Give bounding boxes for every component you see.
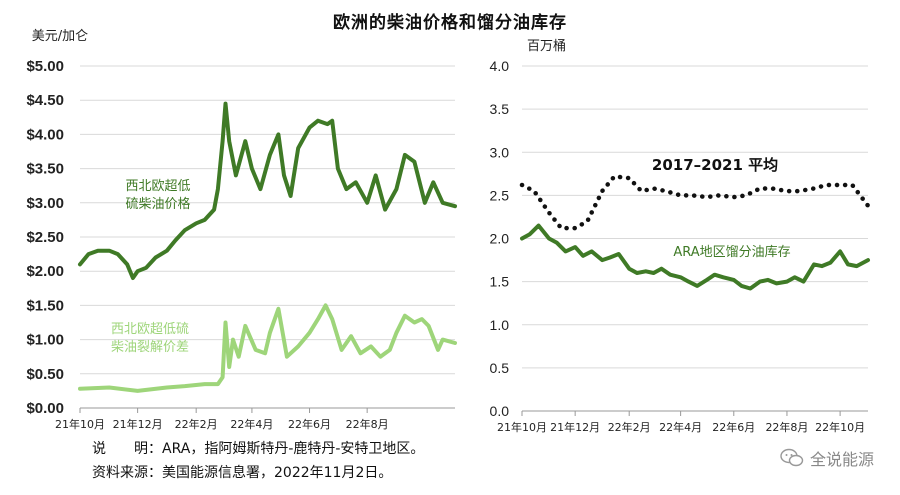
x-tick-label: 22年4月 bbox=[230, 417, 273, 431]
x-tick-label: 22年6月 bbox=[288, 417, 331, 431]
y-tick-label: 0.0 bbox=[490, 403, 510, 419]
x-tick-label: 22年2月 bbox=[608, 420, 651, 434]
x-tick-label: 22年6月 bbox=[712, 420, 755, 434]
x-tick-label: 22年2月 bbox=[175, 417, 218, 431]
wechat-icon bbox=[780, 448, 804, 467]
watermark-text: 全说能源 bbox=[809, 450, 874, 469]
series-label-line: 柴油裂解价差 bbox=[111, 340, 189, 355]
series-label: 西北欧超低硫柴油裂解价差 bbox=[111, 322, 189, 355]
right-chart-panel: 百万桶 0.0 0.5 1.0 1.5 2.0 2.5 3.0 3.5 4.0 21年10月 21年1… bbox=[490, 39, 871, 434]
y-tick-label: $4.00 bbox=[26, 126, 64, 143]
series-label: 西北欧超低硫柴油价格 bbox=[125, 179, 190, 212]
series-label-line: 西北欧超低 bbox=[125, 179, 190, 194]
chart-title: 欧洲的柴油价格和馏分油库存 bbox=[333, 13, 567, 33]
y-tick-label: $3.00 bbox=[26, 195, 64, 212]
x-tick-label: 22年8月 bbox=[765, 420, 808, 434]
y-tick-label: 1.5 bbox=[490, 274, 510, 290]
y-tick-label: 4.0 bbox=[490, 58, 510, 74]
series-line bbox=[519, 174, 871, 231]
series-line bbox=[520, 223, 870, 291]
left-chart-panel: 美元/加仑 $0.00 $0.50 $1.00 $1.50 $2.00 $2.50 $3.00… bbox=[26, 29, 457, 431]
note-source: 资料来源：美国能源信息署，2022年11月2日。 bbox=[92, 465, 393, 481]
x-tick-label: 22年10月 bbox=[815, 420, 865, 434]
y-tick-label: 2.0 bbox=[490, 231, 510, 247]
y-tick-label: 3.0 bbox=[490, 144, 510, 160]
y-tick-label: $2.00 bbox=[26, 263, 64, 280]
series-label-line: 硫柴油价格 bbox=[125, 196, 190, 212]
x-tick-label: 22年4月 bbox=[659, 420, 702, 434]
watermark: 全说能源 bbox=[780, 446, 874, 470]
y-tick-label: 2.5 bbox=[490, 187, 510, 203]
series-label: 2017–2021 平均 bbox=[652, 156, 778, 174]
y-tick-label: 3.5 bbox=[490, 101, 510, 117]
y-tick-label: $1.00 bbox=[26, 332, 64, 349]
y-tick-label: 0.5 bbox=[490, 360, 510, 376]
series-line bbox=[78, 303, 457, 393]
y-axis-unit-label: 美元/加仑 bbox=[32, 29, 88, 44]
series-line bbox=[78, 101, 457, 280]
note-explanation: 说 明：ARA，指阿姆斯特丹-鹿特丹-安特卫地区。 bbox=[92, 441, 425, 457]
y-tick-label: 1.0 bbox=[490, 317, 510, 333]
y-tick-label: $4.50 bbox=[26, 92, 64, 109]
y-tick-label: $5.00 bbox=[26, 58, 64, 75]
x-tick-label: 21年10月 bbox=[55, 417, 105, 431]
x-tick-label: 21年12月 bbox=[550, 420, 600, 434]
y-tick-label: $2.50 bbox=[26, 229, 64, 246]
y-axis-unit-label: 百万桶 bbox=[527, 39, 566, 54]
y-tick-label: $3.50 bbox=[26, 161, 64, 178]
y-tick-label: $0.50 bbox=[26, 366, 64, 383]
series-label: ARA地区馏分油库存 bbox=[673, 244, 790, 260]
x-tick-label: 21年12月 bbox=[113, 417, 163, 431]
series-label-line: 西北欧超低硫 bbox=[111, 322, 189, 337]
x-tick-label: 21年10月 bbox=[497, 420, 547, 434]
x-tick-label: 22年8月 bbox=[346, 417, 389, 431]
y-tick-label: $0.00 bbox=[26, 400, 64, 417]
y-tick-label: $1.50 bbox=[26, 297, 64, 314]
